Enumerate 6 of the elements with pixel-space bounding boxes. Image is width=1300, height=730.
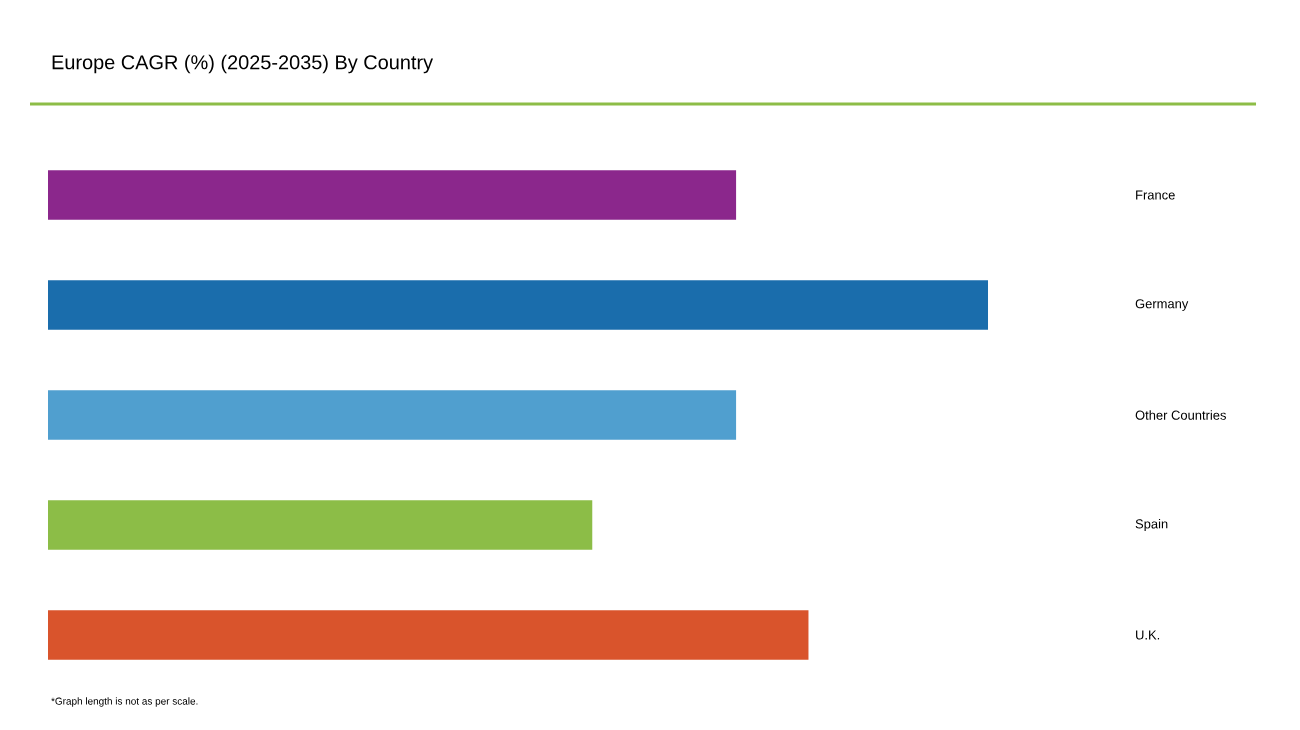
bar [48,390,737,440]
bar [48,170,737,220]
bar [48,280,989,330]
chart-title: Europe CAGR (%) (2025-2035) By Country [52,54,434,74]
bar [48,500,593,550]
bar [48,610,809,660]
